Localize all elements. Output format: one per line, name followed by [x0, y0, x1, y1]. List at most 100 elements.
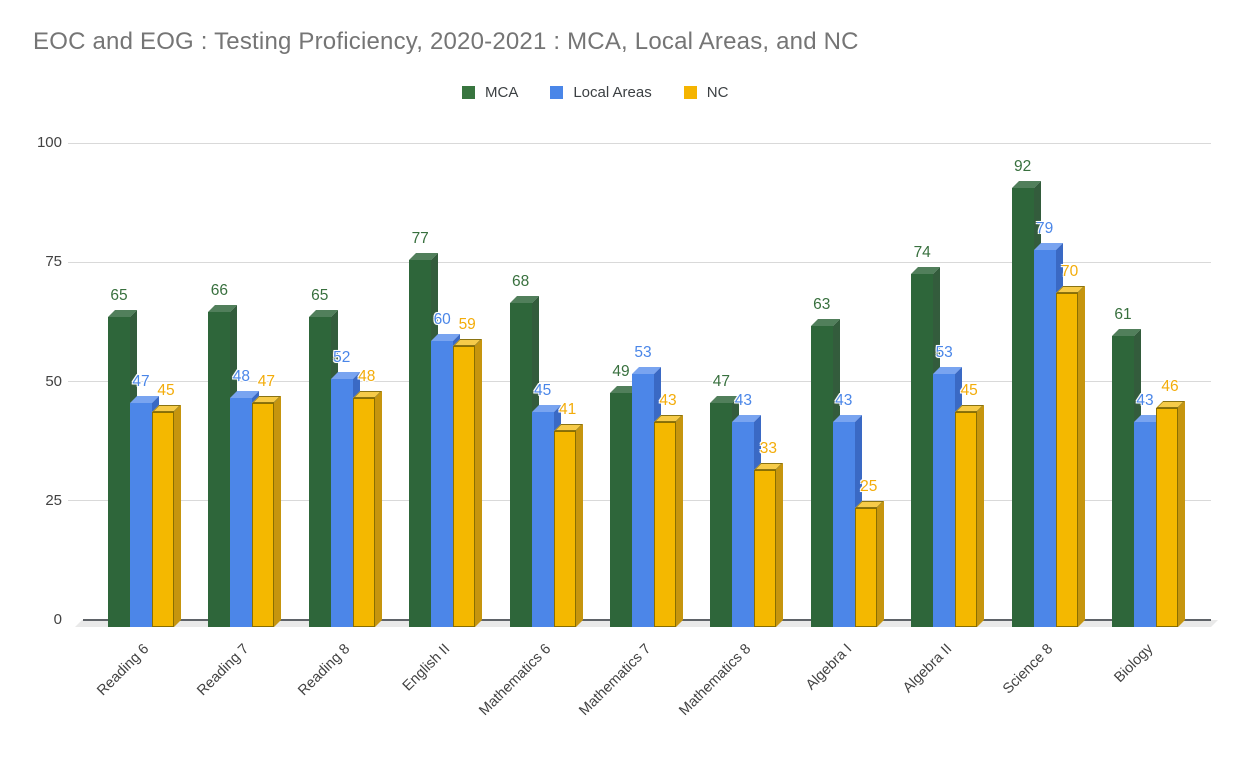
legend-label: Local Areas — [573, 84, 652, 101]
value-label: 70 — [1060, 263, 1079, 281]
bar-mca-6 — [710, 402, 733, 627]
bar-local-areas-2 — [330, 378, 353, 627]
value-label: 49 — [612, 363, 630, 381]
chart-title: EOC and EOG : Testing Proficiency, 2020-… — [33, 28, 859, 55]
value-label: 47 — [712, 372, 731, 390]
value-label: 45 — [157, 382, 175, 400]
value-label: 45 — [960, 382, 978, 400]
x-category-label: English II — [400, 641, 454, 695]
y-tick-label: 0 — [53, 611, 62, 628]
bar-nc-7 — [854, 507, 877, 627]
value-label: 45 — [533, 382, 552, 400]
x-category-label: Biology — [1111, 641, 1157, 686]
bar-nc-4 — [553, 431, 576, 627]
bar-side-face — [374, 391, 382, 627]
x-category-label: Algebra II — [900, 641, 956, 697]
value-label: 47 — [257, 372, 276, 390]
bar-side-face — [1178, 400, 1185, 627]
legend-label: MCA — [485, 84, 519, 101]
bar-nc-6 — [754, 469, 777, 627]
bar-mca-7 — [810, 326, 833, 627]
value-label: 46 — [1161, 377, 1179, 395]
bar-local-areas-0 — [130, 402, 152, 627]
legend-swatch-icon — [683, 86, 697, 99]
value-label: 52 — [333, 348, 351, 366]
bar-side-face — [1077, 286, 1085, 627]
value-label: 41 — [558, 401, 577, 419]
bar-local-areas-5 — [632, 374, 654, 627]
value-label: 43 — [659, 391, 677, 409]
value-label: 48 — [232, 368, 251, 386]
value-label: 63 — [813, 296, 831, 314]
legend-item-2: NC — [683, 84, 729, 101]
bar-nc-2 — [352, 398, 375, 627]
bar-mca-2 — [308, 316, 331, 627]
bar-mca-0 — [108, 316, 130, 627]
bar-nc-0 — [152, 412, 174, 627]
y-tick-label: 25 — [45, 491, 62, 509]
bar-nc-8 — [955, 412, 978, 627]
bar-side-face — [977, 405, 985, 627]
gridline-75 — [68, 261, 1211, 263]
value-label: 92 — [1013, 158, 1032, 176]
x-category-label: Mathematics 8 — [676, 641, 755, 719]
legend-swatch-icon — [462, 86, 475, 99]
value-label: 68 — [511, 272, 530, 290]
bar-mca-1 — [208, 312, 231, 627]
bar-local-areas-9 — [1033, 250, 1056, 627]
bar-side-face — [174, 405, 181, 627]
value-label: 60 — [433, 310, 451, 328]
bar-side-face — [475, 338, 483, 627]
bar-side-face — [676, 414, 683, 627]
value-label: 53 — [935, 344, 953, 362]
bar-local-areas-7 — [832, 421, 855, 627]
y-tick-label: 100 — [36, 134, 62, 151]
value-label: 43 — [1136, 391, 1154, 409]
bar-side-face — [575, 424, 583, 627]
bar-nc-9 — [1055, 293, 1078, 627]
bar-local-areas-6 — [732, 421, 755, 627]
bar-side-face — [776, 462, 784, 627]
value-label: 59 — [458, 315, 476, 333]
bar-nc-3 — [453, 345, 476, 627]
value-label: 33 — [759, 439, 778, 457]
bar-local-areas-3 — [431, 340, 454, 627]
value-label: 66 — [210, 282, 229, 300]
gridline-100 — [68, 142, 1211, 144]
bar-mca-3 — [409, 259, 432, 627]
bar-mca-8 — [911, 274, 934, 627]
bar-local-areas-10 — [1134, 421, 1156, 627]
bar-nc-10 — [1156, 407, 1178, 627]
value-label: 65 — [311, 286, 329, 304]
value-label: 77 — [411, 229, 429, 247]
chart-legend: MCA Local Areas NC — [462, 84, 728, 101]
bar-local-areas-4 — [531, 412, 554, 627]
legend-item-0: MCA — [462, 84, 518, 101]
bar-local-areas-8 — [933, 374, 956, 627]
legend-label: NC — [706, 84, 729, 101]
bar-side-face — [876, 500, 884, 627]
y-tick-label: 75 — [45, 253, 62, 271]
bar-mca-5 — [610, 393, 632, 627]
value-label: 48 — [358, 368, 376, 386]
value-label: 25 — [860, 477, 878, 495]
bar-mca-4 — [509, 302, 532, 627]
x-category-label: Reading 7 — [194, 641, 253, 700]
value-label: 65 — [110, 286, 128, 304]
bar-side-face — [274, 395, 282, 627]
legend-swatch-icon — [550, 86, 564, 99]
bar-nc-1 — [252, 402, 275, 627]
value-label: 61 — [1114, 306, 1132, 324]
y-tick-label: 50 — [45, 372, 62, 390]
value-label: 53 — [634, 344, 652, 362]
value-label: 43 — [835, 391, 853, 409]
value-label: 79 — [1035, 220, 1054, 238]
value-label: 43 — [734, 391, 753, 409]
value-label: 74 — [913, 244, 931, 262]
bar-mca-9 — [1011, 188, 1034, 627]
legend-item-1: Local Areas — [550, 84, 652, 101]
bar-nc-5 — [654, 421, 676, 627]
value-label: 47 — [132, 372, 150, 390]
bar-local-areas-1 — [230, 398, 253, 627]
